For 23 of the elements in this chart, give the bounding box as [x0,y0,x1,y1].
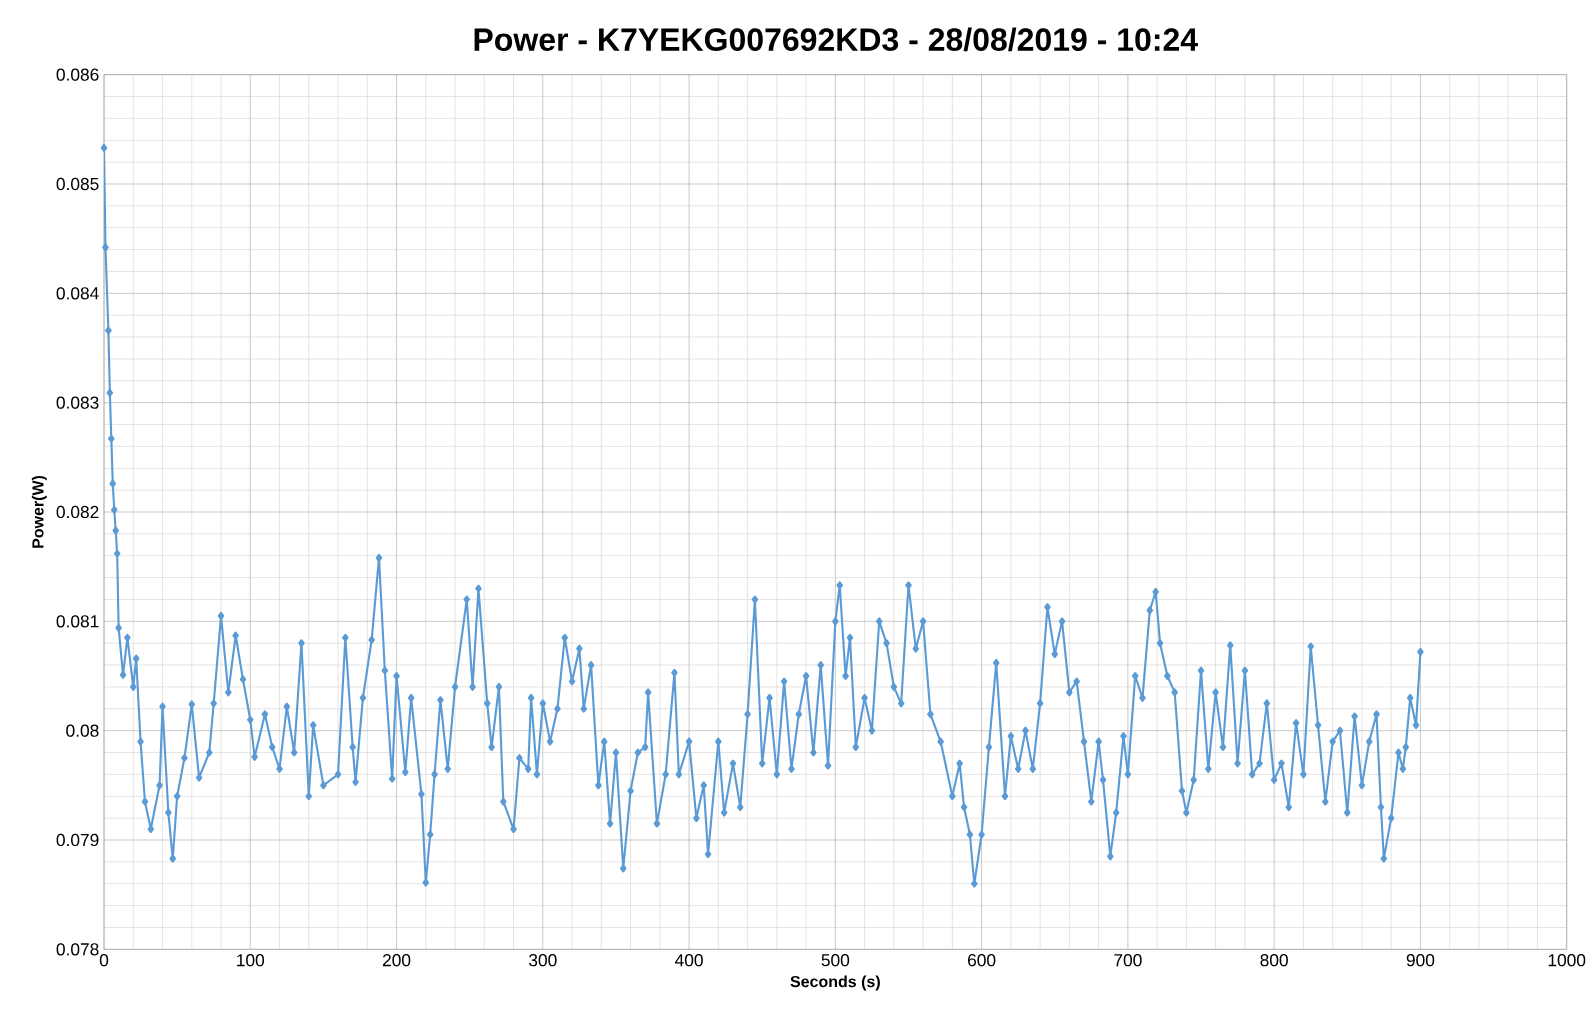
y-tick-label: 0.085 [56,178,99,191]
x-tick-label: 600 [968,954,996,967]
x-tick-label: 1000 [1548,954,1586,967]
x-tick-label: 800 [1260,954,1288,967]
y-tick-label: 0.078 [56,943,99,956]
chart-title: Power - K7YEKG007692KD3 - 28/08/2019 - 10:24 [474,27,1198,52]
x-tick-label: 100 [237,954,265,967]
x-tick-label: 0 [99,954,109,967]
x-tick-label: 700 [1114,954,1142,967]
x-tick-label: 400 [675,954,703,967]
y-tick-label: 0.084 [56,287,99,300]
x-tick-label: 200 [382,954,411,967]
y-tick-label: 0.079 [56,834,99,847]
y-tick-label: 0.08 [66,724,99,737]
y-tick-label: 0.082 [56,506,99,519]
y-axis-title: Power(W) [31,476,47,548]
x-tick-label: 300 [529,954,557,967]
x-tick-label: 500 [821,954,850,967]
y-tick-label: 0.081 [56,615,99,628]
y-tick-label: 0.083 [56,396,99,409]
y-tick-label: 0.086 [56,68,99,81]
x-tick-label: 900 [1406,954,1435,967]
x-axis-title: Seconds (s) [790,975,880,991]
